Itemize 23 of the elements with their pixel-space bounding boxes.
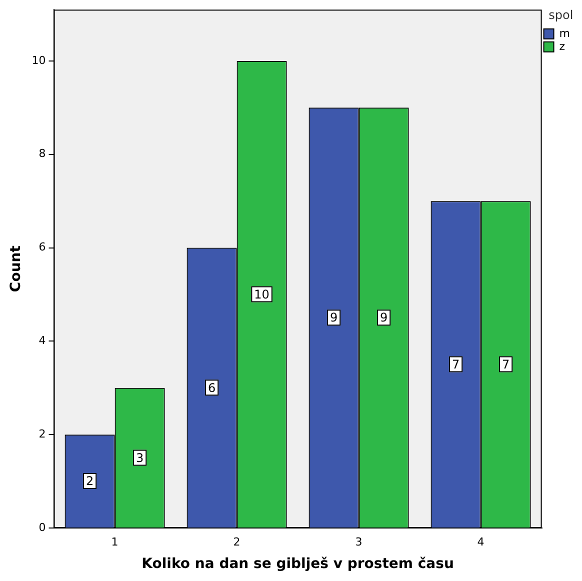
data-label: 6 bbox=[208, 380, 216, 395]
legend-label: m bbox=[559, 26, 570, 40]
data-label: 9 bbox=[380, 310, 388, 325]
data-label: 10 bbox=[254, 287, 270, 302]
x-tick-label: 3 bbox=[355, 535, 362, 548]
x-tick-label: 2 bbox=[233, 535, 240, 548]
y-tick-label: 10 bbox=[32, 54, 46, 67]
data-label: 7 bbox=[452, 357, 460, 372]
y-axis-title: Count bbox=[8, 245, 24, 292]
x-tick-label: 1 bbox=[111, 535, 118, 548]
data-label: 2 bbox=[86, 474, 94, 488]
legend-label: z bbox=[559, 40, 566, 53]
legend-title: spol bbox=[548, 8, 574, 22]
y-tick-label: 2 bbox=[38, 427, 46, 440]
y-tick-label: 4 bbox=[38, 334, 46, 348]
y-tick-label: 0 bbox=[38, 520, 46, 534]
y-tick-label: 8 bbox=[38, 147, 46, 160]
data-label: 3 bbox=[136, 450, 144, 465]
x-tick-label: 4 bbox=[477, 535, 484, 548]
data-label: 9 bbox=[330, 310, 338, 325]
x-axis-title: Koliko na dan se giblješ v prostem času bbox=[142, 556, 454, 572]
data-label: 7 bbox=[502, 357, 510, 372]
y-tick-label: 6 bbox=[38, 240, 46, 254]
